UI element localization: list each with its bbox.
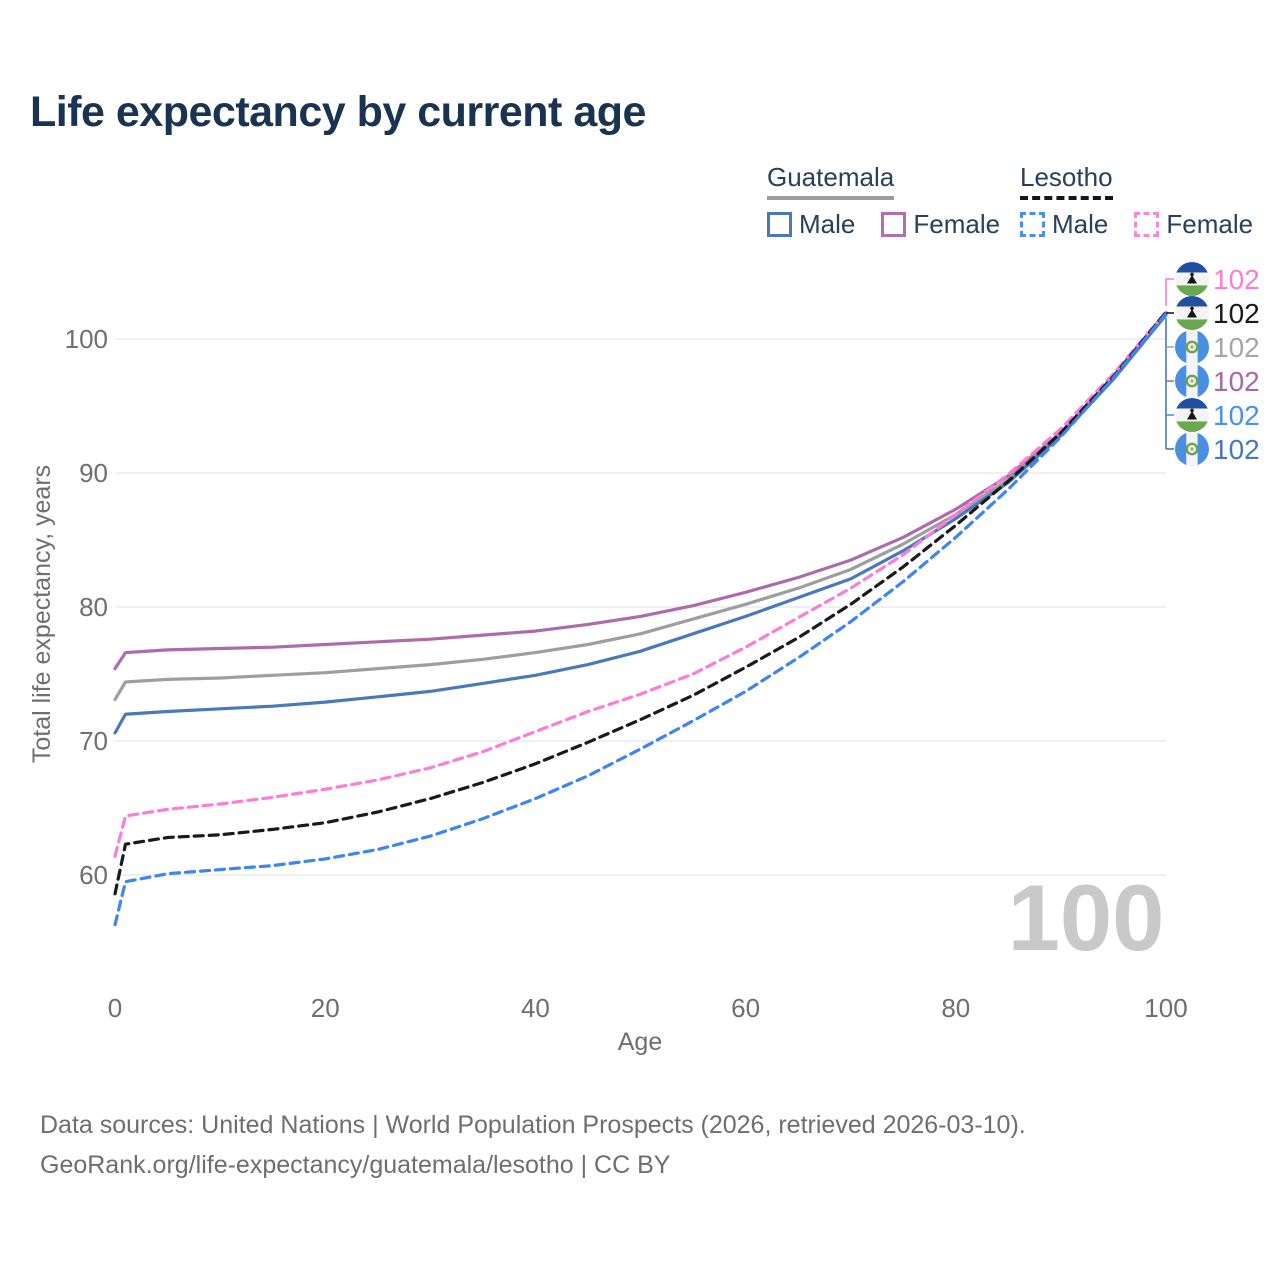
legend-item-lesotho-male[interactable]: Male: [1020, 209, 1108, 240]
y-tick-label-100: 100: [65, 324, 108, 354]
x-tick-label-60: 60: [731, 993, 760, 1023]
y-tick-label-70: 70: [79, 726, 108, 756]
lesotho-flag-icon: [1175, 296, 1209, 330]
end-value-label-guatemala-female: 102: [1213, 366, 1260, 397]
guatemala-flag-icon: [1175, 330, 1209, 364]
y-tick-label-60: 60: [79, 860, 108, 890]
legend-row-guatemala: Male Female: [767, 209, 1000, 240]
y-tick-label-90: 90: [79, 458, 108, 488]
guatemala-male-swatch-icon: [767, 212, 792, 237]
guatemala-female-swatch-icon: [881, 212, 907, 237]
guatemala-flag-icon: [1175, 364, 1209, 398]
legend-country-lesotho: Lesotho: [1020, 162, 1113, 200]
legend-item-label: Female: [1166, 209, 1254, 239]
legend: Guatemala Male Female Lesotho Male Femal…: [0, 162, 1280, 242]
legend-country-guatemala: Guatemala: [767, 162, 895, 200]
x-tick-label-100: 100: [1144, 993, 1187, 1023]
x-tick-label-0: 0: [108, 993, 122, 1023]
end-value-label-lesotho: 102: [1213, 298, 1260, 329]
chart-title: Life expectancy by current age: [30, 88, 646, 136]
end-value-label-guatemala: 102: [1213, 332, 1260, 363]
legend-item-label: Male: [1052, 209, 1109, 239]
legend-item-guatemala-male[interactable]: Male: [767, 209, 855, 240]
x-tick-label-80: 80: [941, 993, 970, 1023]
legend-row-lesotho: Male Female: [1020, 209, 1253, 240]
series-line-lesotho[interactable]: [113, 310, 1168, 896]
end-value-label-lesotho-female: 102: [1213, 264, 1260, 295]
series-line-lesotho-male[interactable]: [113, 311, 1168, 927]
series-line-lesotho-female[interactable]: [113, 310, 1168, 858]
leader-line-lesotho-female: [1165, 278, 1174, 306]
lesotho-flag-icon: [1175, 262, 1209, 296]
legend-group-lesotho: Lesotho Male Female: [1020, 162, 1253, 240]
x-tick-label-20: 20: [311, 993, 340, 1023]
end-value-label-lesotho-male: 102: [1213, 400, 1260, 431]
lesotho-flag-icon: [1175, 398, 1209, 432]
footer: Data sources: United Nations | World Pop…: [40, 1105, 1026, 1185]
x-tick-label-40: 40: [521, 993, 550, 1023]
y-axis-title: Total life expectancy, years: [28, 465, 56, 763]
legend-item-label: Male: [799, 209, 856, 239]
lesotho-female-swatch-icon: [1134, 212, 1160, 237]
legend-group-guatemala: Guatemala Male Female: [767, 162, 1000, 240]
legend-item-label: Female: [913, 209, 1001, 239]
age-counter-watermark: 100: [1008, 865, 1165, 970]
series-line-guatemala-female[interactable]: [113, 311, 1168, 671]
end-value-label-guatemala-male: 102: [1213, 434, 1260, 465]
footer-data-sources: Data sources: United Nations | World Pop…: [40, 1111, 1026, 1139]
lesotho-male-swatch-icon: [1020, 212, 1045, 237]
guatemala-flag-icon: [1175, 432, 1209, 466]
y-tick-label-80: 80: [79, 592, 108, 622]
legend-item-lesotho-female[interactable]: Female: [1134, 209, 1253, 240]
series-line-guatemala[interactable]: [113, 313, 1168, 702]
series-line-guatemala-male[interactable]: [113, 313, 1168, 735]
footer-attribution: GeoRank.org/life-expectancy/guatemala/le…: [40, 1151, 671, 1179]
x-axis-title: Age: [618, 1028, 662, 1056]
legend-item-guatemala-female[interactable]: Female: [881, 209, 1000, 240]
